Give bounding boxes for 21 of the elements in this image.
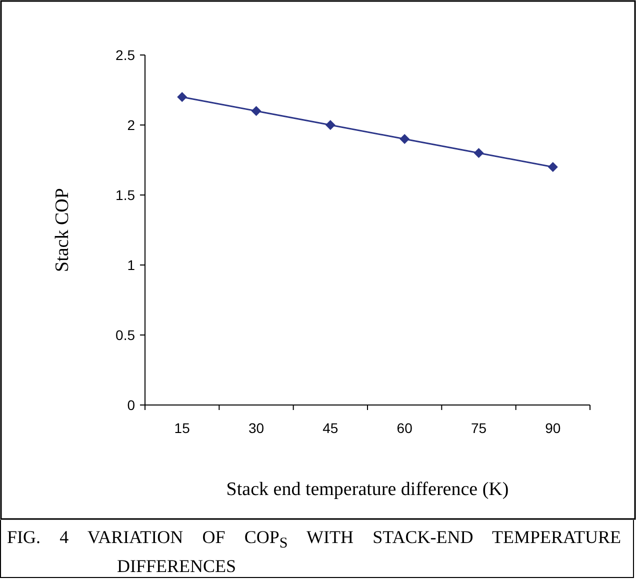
point (400, 134, 410, 144)
x-tick-label: 15 (174, 420, 190, 436)
point (474, 148, 484, 158)
x-tick-label: 30 (248, 420, 264, 436)
y-axis-title: Stack COP (52, 188, 73, 272)
point (325, 120, 336, 130)
y-tick-label: 2.5 (116, 46, 136, 63)
y-tick-label: 1 (127, 256, 136, 273)
y-tick-label: 2 (127, 116, 136, 133)
y-tick-label: 0 (127, 396, 136, 413)
point (177, 92, 188, 102)
text: FIG. 4 VARIATION OF COP$_{S}$ WITH STACK-END TEMPERATURE DIFFERENCES (7, 527, 622, 576)
x-axis-title: Stack end temperature difference (K) (226, 479, 509, 500)
point (251, 106, 262, 116)
point (548, 162, 558, 172)
x-tick-label: 75 (470, 420, 487, 436)
x-tick-label: 60 (396, 420, 413, 436)
y-tick-label: 0.5 (116, 326, 136, 343)
x-tick-label: 45 (322, 420, 338, 436)
y-tick-label: 1.5 (116, 186, 136, 203)
x-tick-label: 90 (545, 420, 561, 436)
